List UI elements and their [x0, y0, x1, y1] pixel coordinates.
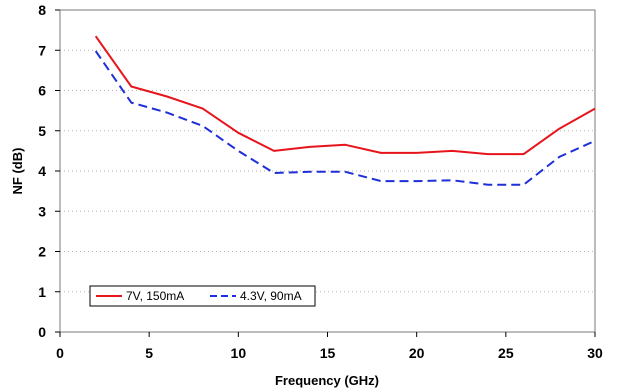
y-tick-label: 7	[38, 42, 46, 58]
y-tick-label: 8	[38, 2, 46, 18]
x-tick-label: 5	[145, 345, 153, 361]
x-tick-label: 20	[409, 345, 425, 361]
series-line-1	[94, 35, 596, 156]
series-lines	[94, 35, 596, 186]
grid-lines	[60, 49, 595, 293]
x-tick-label: 15	[320, 345, 336, 361]
x-tick-label: 30	[587, 345, 603, 361]
y-tick-label: 6	[38, 83, 46, 99]
y-axis-title: NF (dB)	[10, 148, 25, 195]
y-tick-label: 2	[38, 244, 46, 260]
y-tick-label: 1	[38, 284, 46, 300]
legend-label-7v: 7V, 150mA	[126, 289, 184, 303]
y-tick-label: 3	[38, 203, 46, 219]
x-tick-label: 10	[231, 345, 247, 361]
legend-box	[89, 285, 316, 307]
legend: 7V, 150mA 4.3V, 90mA	[89, 285, 316, 307]
series-line-2	[94, 50, 596, 186]
x-axis-title: Frequency (GHz)	[275, 373, 379, 388]
y-tick-label: 4	[38, 163, 46, 179]
axis-ticks: 0 1 2 3 4 5 6 7 8 0 5 10 15 20 25 30	[38, 2, 603, 361]
legend-label-4v: 4.3V, 90mA	[240, 289, 302, 303]
x-tick-label: 25	[498, 345, 514, 361]
y-tick-label: 5	[38, 123, 46, 139]
y-tick-label: 0	[38, 324, 46, 340]
x-tick-label: 0	[56, 345, 64, 361]
